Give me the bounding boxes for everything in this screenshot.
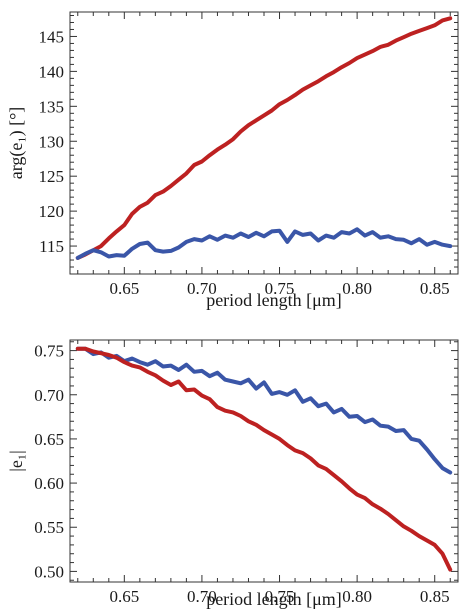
y-tick-label: 0.75 xyxy=(34,342,64,361)
x-tick-label: 0.75 xyxy=(265,279,295,298)
x-tick-label: 0.70 xyxy=(187,279,217,298)
y-tick-label: 130 xyxy=(39,132,65,151)
y-tick-label: 0.60 xyxy=(34,474,64,493)
y-tick-label: 0.55 xyxy=(34,518,64,537)
x-axis-label: period length [μm] xyxy=(206,290,342,310)
plot-frame xyxy=(69,339,459,583)
phase-plot: 0.65 0.70 0.75 0.80 0.85 115 120 125 130 135 140 14… xyxy=(6,11,459,310)
x-tick-label: 0.80 xyxy=(342,587,372,606)
y-tick-label: 120 xyxy=(39,202,65,221)
y-tick-label: 0.50 xyxy=(34,562,64,581)
x-tick-label: 0.65 xyxy=(109,587,139,606)
x-tick-label: 0.70 xyxy=(187,587,217,606)
y-tick-label: 140 xyxy=(39,62,65,81)
y-axis-label: |e₁| xyxy=(6,450,26,471)
x-tick-label: 0.85 xyxy=(420,279,450,298)
y-tick-label: 135 xyxy=(39,97,65,116)
series-line-2 xyxy=(75,227,453,260)
y-tick-label: 125 xyxy=(39,167,65,186)
x-tick-label: 0.65 xyxy=(109,279,139,298)
y-tick-label: 0.70 xyxy=(34,386,64,405)
x-tick-label: 0.75 xyxy=(265,587,295,606)
x-tick-label: 0.85 xyxy=(420,587,450,606)
x-tick-label: 0.80 xyxy=(342,279,372,298)
series-line-1 xyxy=(75,346,453,475)
series-line-2 xyxy=(75,346,453,572)
x-axis-label: period length [μm] xyxy=(206,589,342,609)
y-tick-label: 145 xyxy=(39,27,65,46)
y-tick-label: 0.65 xyxy=(34,430,64,449)
y-tick-label: 115 xyxy=(39,237,64,256)
series-line-1 xyxy=(75,16,453,260)
magnitude-plot: 0.65 0.70 0.75 0.80 0.85 0.50 0.55 0.60 0.65 0.70… xyxy=(6,339,459,609)
y-axis-label: arg(e₁) [°] xyxy=(6,107,27,180)
